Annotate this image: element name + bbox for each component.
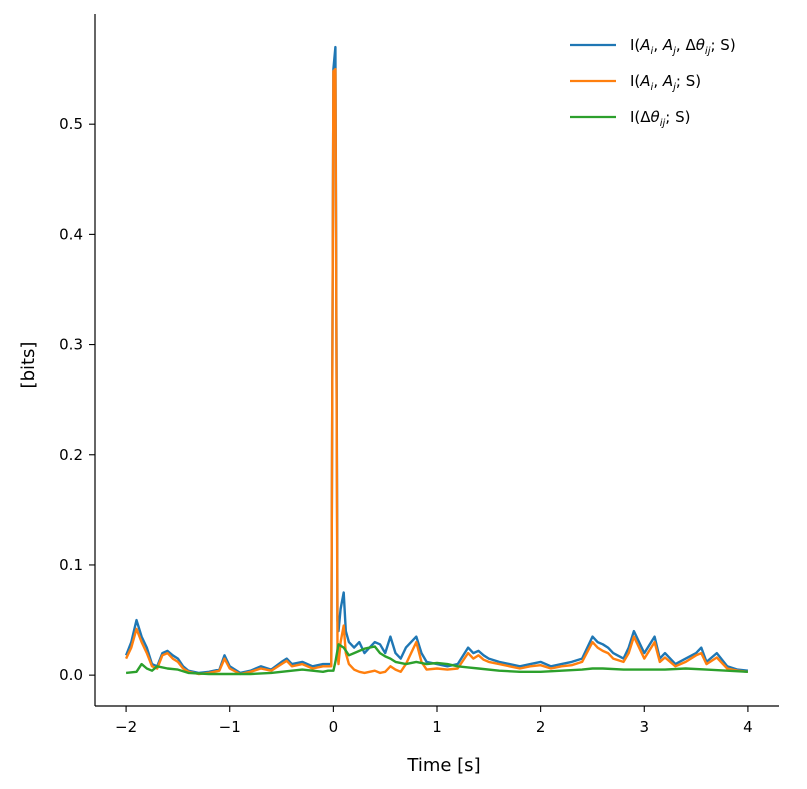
y-tick-label: 0.1 — [59, 556, 83, 574]
y-tick-label: 0.0 — [59, 666, 83, 684]
x-tick-label: −2 — [115, 718, 137, 736]
series-line-3 — [125, 643, 748, 676]
x-axis-label: Time [s] — [406, 755, 480, 776]
y-tick-label: 0.5 — [59, 115, 83, 133]
legend-item: I(Ai, Aj; S) — [570, 72, 701, 93]
x-tick-label: 3 — [639, 718, 649, 736]
x-tick-label: 0 — [329, 718, 339, 736]
legend-label-series-1: I(Ai, Aj, Δθij; S) — [630, 36, 736, 57]
legend-label-series-3: I(Δθij; S) — [630, 108, 691, 129]
series-line-2 — [125, 67, 749, 676]
plot-area — [124, 45, 749, 676]
y-ticks: 0.0 0.1 0.2 0.3 0.4 0.5 — [59, 115, 95, 684]
x-tick-label: 2 — [536, 718, 546, 736]
y-axis-label: [bits] — [18, 342, 39, 389]
y-tick-label: 0.2 — [59, 446, 83, 464]
x-tick-label: 1 — [432, 718, 442, 736]
legend: I(Ai, Aj, Δθij; S) I(Ai, Aj; S) I(Δθij; … — [570, 36, 736, 129]
axes: −2 −1 0 1 2 3 4 0.0 0.1 0.2 0.3 0.4 0.5 Time [s] [b… — [18, 14, 779, 776]
x-tick-label: −1 — [219, 718, 241, 736]
series-line-1 — [124, 45, 749, 675]
legend-label-series-2: I(Ai, Aj; S) — [630, 72, 701, 93]
x-ticks: −2 −1 0 1 2 3 4 — [115, 706, 753, 736]
x-tick-label: 4 — [743, 718, 753, 736]
legend-item: I(Δθij; S) — [570, 108, 691, 129]
legend-item: I(Ai, Aj, Δθij; S) — [570, 36, 736, 57]
y-tick-label: 0.4 — [59, 225, 83, 243]
y-tick-label: 0.3 — [59, 336, 83, 354]
